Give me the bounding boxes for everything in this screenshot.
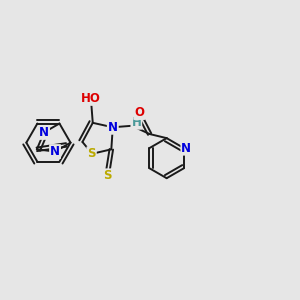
Text: N: N [39,126,49,139]
Text: S: S [87,147,96,160]
Text: N: N [182,142,191,155]
Text: N: N [50,145,60,158]
Text: HO: HO [81,92,101,105]
Text: N: N [108,121,118,134]
Text: H: H [131,116,141,129]
Text: S: S [103,169,112,182]
Text: O: O [134,106,144,119]
